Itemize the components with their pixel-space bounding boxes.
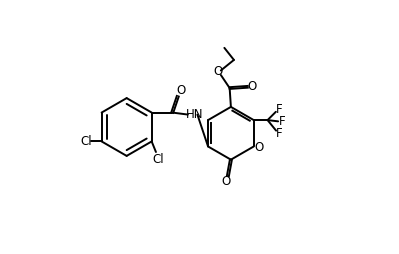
Text: Cl: Cl	[153, 153, 164, 166]
Text: O: O	[221, 175, 231, 188]
Text: F: F	[279, 115, 285, 128]
Text: O: O	[213, 65, 222, 78]
Text: F: F	[276, 127, 282, 140]
Text: O: O	[247, 80, 256, 93]
Text: HN: HN	[186, 108, 203, 121]
Text: O: O	[176, 84, 186, 97]
Text: O: O	[255, 141, 264, 154]
Text: F: F	[276, 103, 282, 116]
Text: Cl: Cl	[81, 135, 92, 148]
